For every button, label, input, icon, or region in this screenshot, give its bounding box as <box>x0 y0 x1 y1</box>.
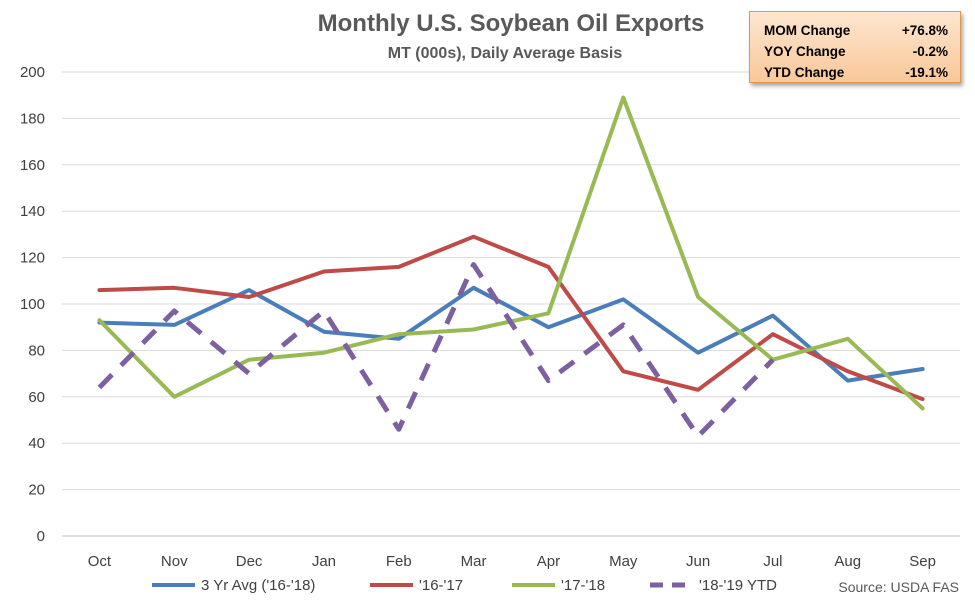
series-lines <box>97 95 925 439</box>
series-line-0 <box>97 285 925 383</box>
x-tick-label: Jan <box>312 553 336 570</box>
x-tick-label: Apr <box>537 553 560 570</box>
x-tick-label: Aug <box>834 553 861 570</box>
stat-value: -19.1% <box>905 65 948 80</box>
stat-row-yoy: YOY Change -0.2% <box>764 41 948 62</box>
x-tick-label: Feb <box>386 553 412 570</box>
x-tick-label: May <box>609 553 638 570</box>
source-note: Source: USDA FAS <box>838 579 959 595</box>
y-tick-label: 160 <box>20 157 45 174</box>
y-tick-label: 0 <box>37 528 45 545</box>
y-tick-label: 120 <box>20 250 45 267</box>
x-tick-label: Jul <box>763 553 782 570</box>
stat-value: -0.2% <box>912 44 948 59</box>
y-tick-label: 80 <box>28 342 45 359</box>
chart-title: Monthly U.S. Soybean Oil Exports <box>318 10 705 37</box>
y-tick-label: 60 <box>28 389 45 406</box>
stat-row-ytd: YTD Change -19.1% <box>764 62 948 83</box>
y-tick-label: 40 <box>28 435 45 452</box>
y-tick-label: 200 <box>20 64 45 81</box>
stat-label: YOY Change <box>764 44 846 59</box>
x-axis-ticks: Oct Nov Dec Jan Feb Mar Apr May Jun Jul Aug Sep <box>88 553 936 570</box>
stat-row-mom: MOM Change +76.8% <box>764 20 948 41</box>
x-tick-label: Jun <box>686 553 710 570</box>
stat-value: +76.8% <box>901 23 948 38</box>
legend-label: '16-'17 <box>419 577 463 594</box>
y-axis-ticks: 0 20 40 60 80 100 120 140 160 180 200 <box>20 64 45 545</box>
x-tick-label: Oct <box>88 553 112 570</box>
series-line-1 <box>97 234 925 402</box>
y-tick-label: 20 <box>28 482 45 499</box>
y-tick-label: 100 <box>20 296 45 313</box>
x-tick-label: Nov <box>161 553 188 570</box>
stat-label: MOM Change <box>764 23 851 38</box>
stat-label: YTD Change <box>764 65 845 80</box>
legend-label: 3 Yr Avg ('16-'18) <box>201 577 315 594</box>
legend-label: '17-'18 <box>561 577 605 594</box>
y-tick-label: 140 <box>20 203 45 220</box>
y-tick-label: 180 <box>20 110 45 127</box>
x-tick-label: Dec <box>236 553 263 570</box>
chart-subtitle: MT (000s), Daily Average Basis <box>388 45 623 62</box>
legend-label: '18-'19 YTD <box>699 577 777 594</box>
series-line-3 <box>97 262 775 439</box>
gridlines <box>62 71 960 537</box>
change-stats-box: MOM Change +76.8% YOY Change -0.2% YTD C… <box>749 11 961 83</box>
legend: 3 Yr Avg ('16-'18) '16-'17 '17-'18 '18-'19 … <box>152 577 777 594</box>
x-tick-label: Mar <box>461 553 487 570</box>
x-tick-label: Sep <box>909 553 936 570</box>
